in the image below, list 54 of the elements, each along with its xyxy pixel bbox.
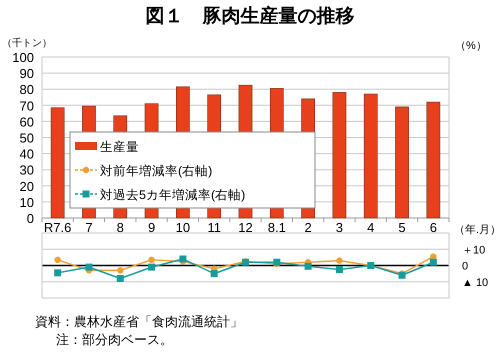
x-axis-title: （年.月） <box>454 224 500 236</box>
point <box>210 270 218 278</box>
x-tick-label: 8.1 <box>268 220 286 235</box>
y-tick-label: 50 <box>20 130 34 146</box>
point <box>336 266 343 274</box>
y-tick-label: ＋10 <box>462 244 486 256</box>
y-tick-label: 20 <box>20 178 34 194</box>
y-tick-label: 90 <box>20 66 34 82</box>
x-tick-label: 6 <box>430 220 437 235</box>
point <box>54 269 62 276</box>
point <box>117 267 124 274</box>
point <box>304 262 312 270</box>
x-tick-label: 11 <box>207 220 221 235</box>
y-tick-label: 0 <box>26 211 34 226</box>
x-tick-label: 12 <box>238 220 253 235</box>
chart-title: 図１ 豚肉生産量の推移 <box>146 5 354 27</box>
y-tick-label: 0 <box>462 260 468 272</box>
y-tick-label: 70 <box>20 98 34 114</box>
point <box>179 256 186 262</box>
point <box>54 256 61 264</box>
y-tick-label: 10 <box>20 194 34 210</box>
y-tick-label: 60 <box>20 114 34 130</box>
y-tick-label: ▲ 10 <box>462 276 488 289</box>
text: 資料：農林水産省「食肉流通統計」 <box>35 314 243 329</box>
point <box>85 264 92 271</box>
y-axis-title: （千トン） <box>2 37 52 49</box>
x-tick-label: 5 <box>398 220 406 235</box>
legend-label: 生産量 <box>100 139 139 154</box>
point <box>430 258 437 266</box>
y2-axis-title: （%） <box>455 40 487 52</box>
bar <box>426 102 440 218</box>
legend-label: 対過去5カ年増減率(右軸) <box>100 187 246 202</box>
point <box>116 275 124 282</box>
point <box>148 256 155 264</box>
x-tick-label: 7 <box>85 220 93 235</box>
x-tick-label: R7.6 <box>44 220 72 235</box>
point <box>336 257 343 264</box>
x-tick-label: 2 <box>304 220 312 235</box>
x-tick-label: 9 <box>148 220 156 235</box>
x-tick-label: 3 <box>336 220 344 235</box>
x-tick-label: 4 <box>367 220 374 235</box>
legend-label: 対前年増減率(右軸) <box>100 163 212 178</box>
y-tick-label: 80 <box>20 82 34 98</box>
bar <box>395 106 409 218</box>
y-tick-label: 100 <box>12 50 34 65</box>
x-tick-label: 10 <box>176 220 190 235</box>
bar <box>364 94 378 218</box>
point <box>148 264 156 271</box>
y-tick-label: 40 <box>20 146 34 162</box>
bar <box>50 107 65 218</box>
y-tick-label: 30 <box>20 162 34 178</box>
text: 注：部分肉ベース。 <box>56 332 173 347</box>
bar <box>332 92 346 218</box>
x-tick-label: 8 <box>116 220 124 235</box>
